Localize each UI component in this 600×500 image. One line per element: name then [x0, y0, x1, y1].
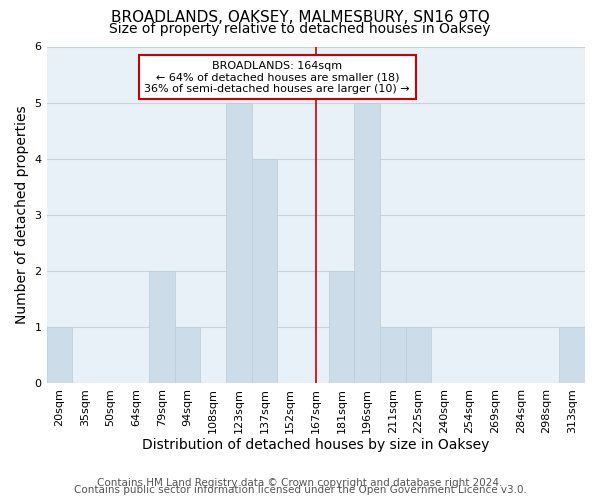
- Bar: [149, 271, 175, 383]
- Bar: [47, 327, 72, 383]
- Bar: [380, 327, 406, 383]
- Y-axis label: Number of detached properties: Number of detached properties: [15, 106, 29, 324]
- Text: BROADLANDS: 164sqm
← 64% of detached houses are smaller (18)
36% of semi-detache: BROADLANDS: 164sqm ← 64% of detached hou…: [145, 60, 410, 94]
- Bar: [354, 102, 380, 383]
- Bar: [175, 327, 200, 383]
- Text: Contains HM Land Registry data © Crown copyright and database right 2024.: Contains HM Land Registry data © Crown c…: [97, 478, 503, 488]
- Bar: [559, 327, 585, 383]
- Bar: [329, 271, 354, 383]
- Bar: [226, 102, 251, 383]
- Bar: [406, 327, 431, 383]
- Text: BROADLANDS, OAKSEY, MALMESBURY, SN16 9TQ: BROADLANDS, OAKSEY, MALMESBURY, SN16 9TQ: [110, 10, 490, 25]
- Bar: [251, 158, 277, 383]
- Text: Size of property relative to detached houses in Oaksey: Size of property relative to detached ho…: [109, 22, 491, 36]
- Text: Contains public sector information licensed under the Open Government Licence v3: Contains public sector information licen…: [74, 485, 526, 495]
- X-axis label: Distribution of detached houses by size in Oaksey: Distribution of detached houses by size …: [142, 438, 490, 452]
